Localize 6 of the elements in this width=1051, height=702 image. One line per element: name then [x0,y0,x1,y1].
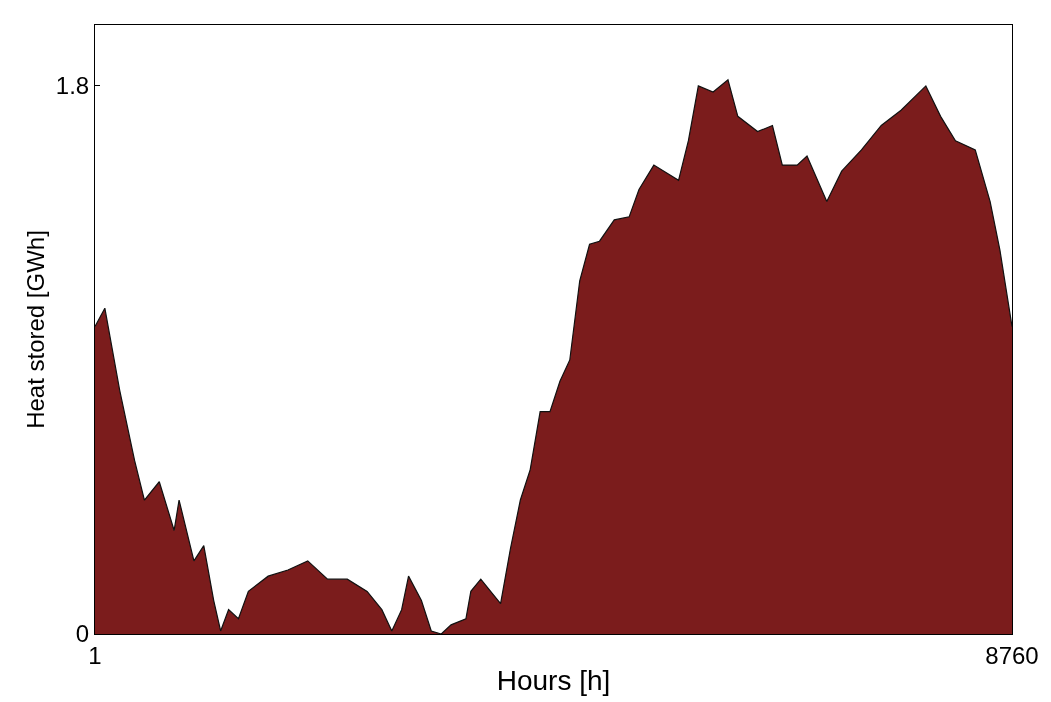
y-axis-title: Heat stored [GWh] [21,230,49,429]
y-tick-label: 1.8 [55,72,90,100]
x-tick-label: 1 [88,641,102,669]
y-tick-label: 0 [75,620,90,648]
x-tick-label: 8760 [985,641,1039,669]
x-axis-title: Hours [h] [496,664,611,696]
